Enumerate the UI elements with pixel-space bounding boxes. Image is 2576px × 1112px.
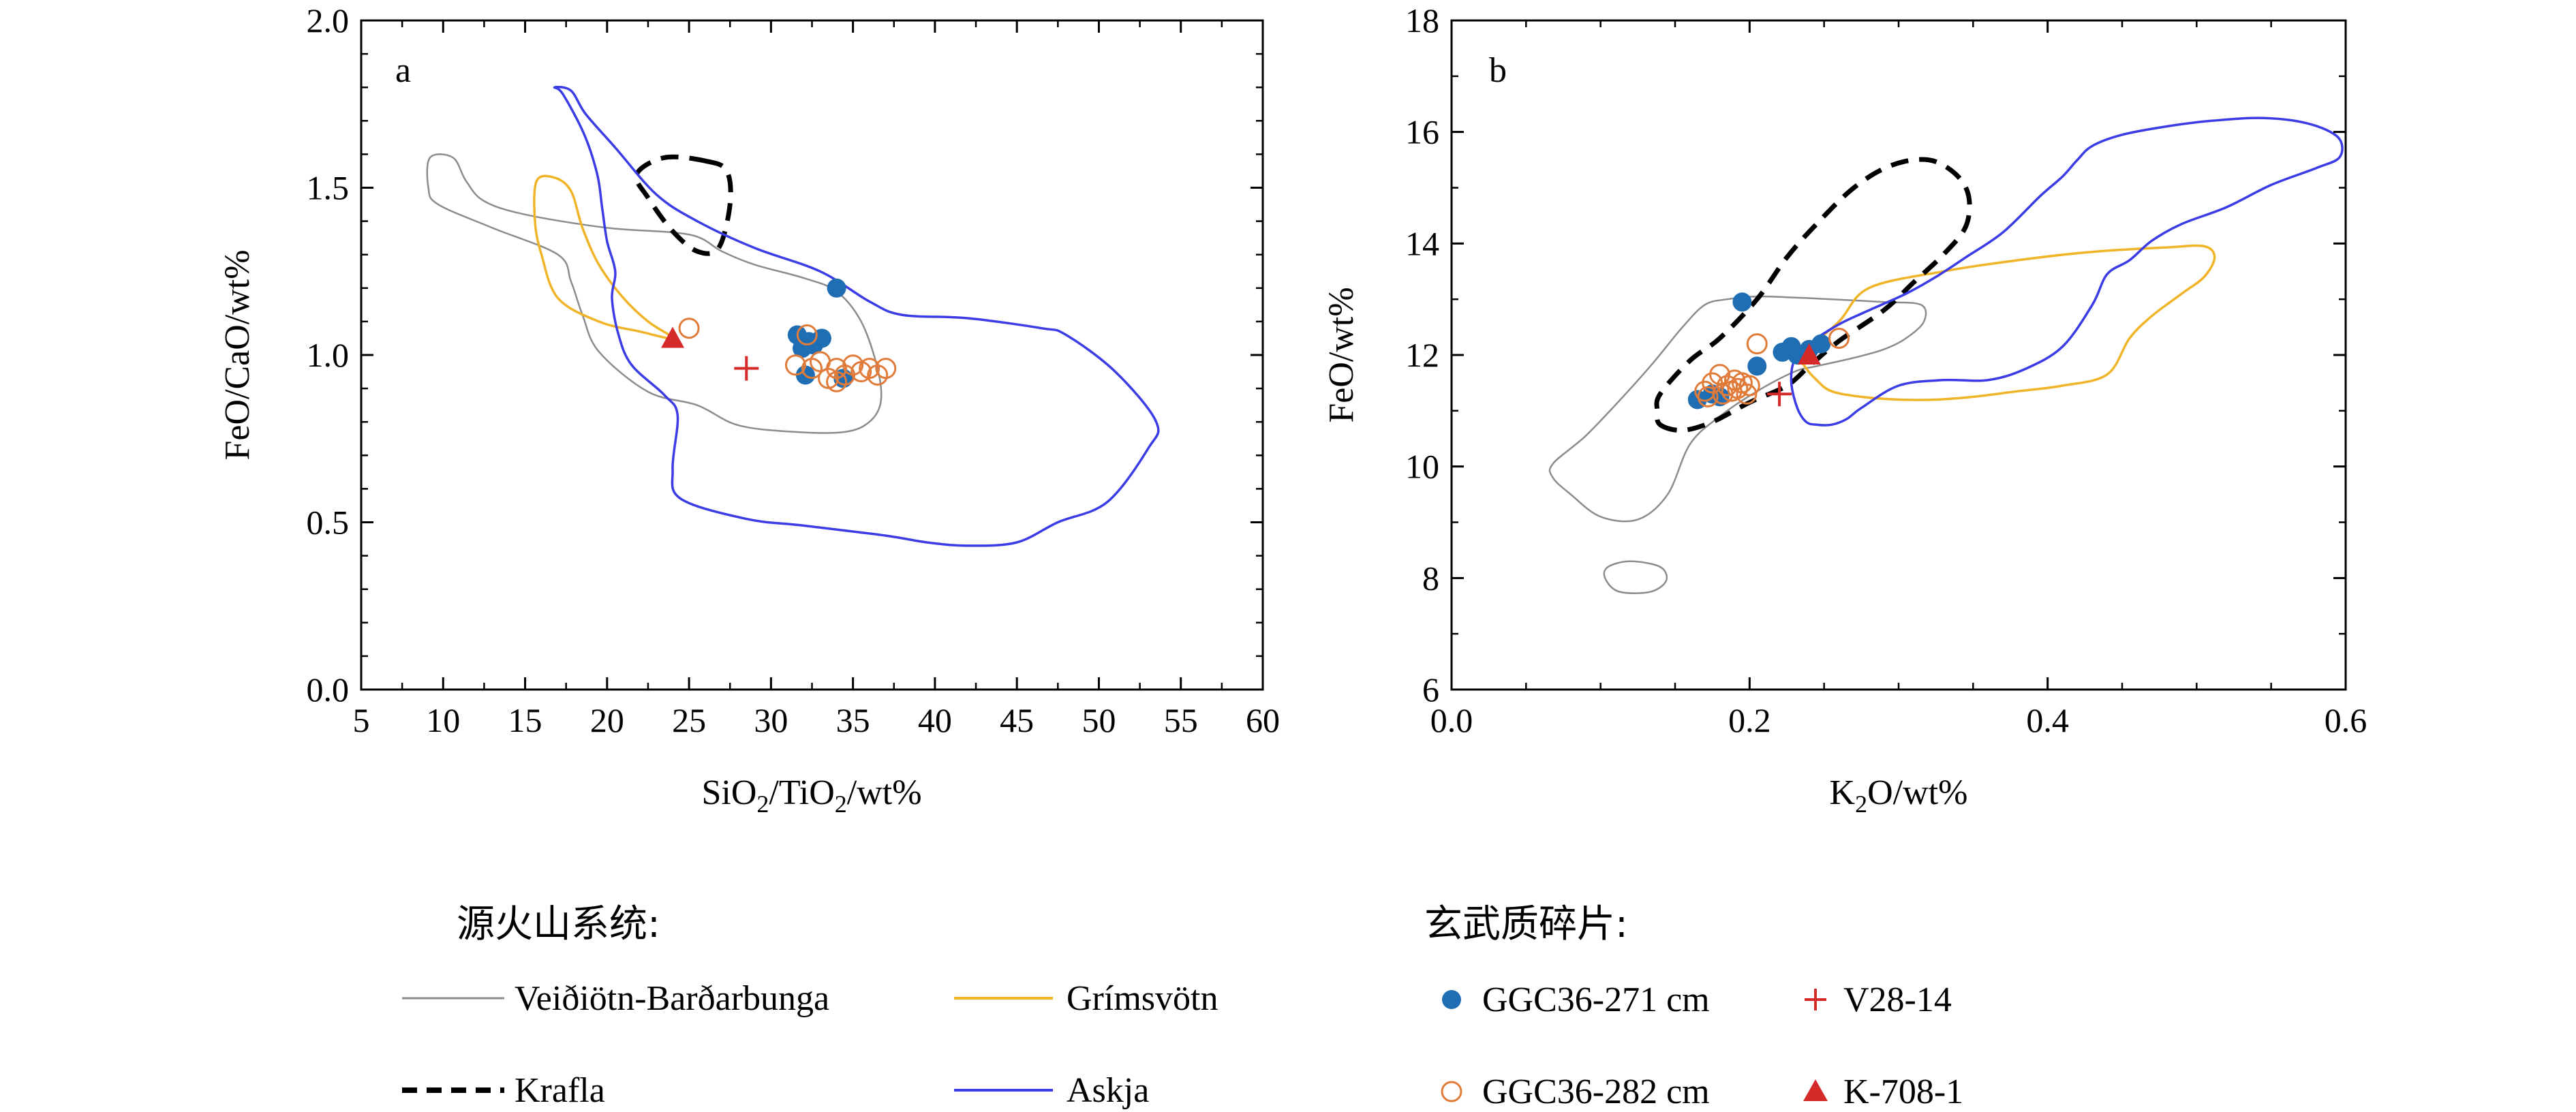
panel-b-plot: 0.0 0.2 0.4 0.6 6 8 10 12 14 16 18 b K2O/wt% FeO/w… [1322,1,2367,818]
panel-a-point-ggc271-6 [827,278,846,298]
panel-a-xtick-label: 10 [426,701,460,739]
panel-b-field-krafla-3 [1654,157,1972,433]
legend-label-ggc282: GGC36-282 cm [1482,1072,1710,1111]
panel-a-ytick-label: 0.5 [307,504,350,542]
panel-b-point-ggc271-9 [1811,334,1831,354]
panel-a-point-k708-0 [661,326,685,348]
panel-a-xtick-label: 30 [754,701,788,739]
panel-b-xtick-label: 0.6 [2325,701,2367,739]
panel-a-xtick-label: 25 [672,701,706,739]
legend-marker-ggc271 [1442,990,1461,1009]
panel-a-xtick-label: 60 [1246,701,1280,739]
panel-a-xtick-label: 20 [590,701,624,739]
panel-b-point-ggc282-4 [1717,375,1738,397]
panel-b-point-k708-0 [1797,343,1821,365]
panel-b-field-veidivotn-0 [1548,295,1927,523]
panel-b-ytick-label: 12 [1405,336,1439,374]
panel-a-ytick-label: 0.0 [307,670,350,709]
panel-b-xtick-label: 0.0 [1430,701,1473,739]
legend-item-askja: Askja [954,1071,1149,1110]
legend-label-ggc271: GGC36-271 cm [1482,980,1710,1019]
panel-a-point-ggc282-11 [875,358,897,380]
panel-b-ytick-label: 16 [1405,113,1439,151]
panel-a-points [661,278,897,392]
panel-a-field-grimsvotn-1 [533,174,674,340]
legend-marker-ggc282 [1441,1081,1462,1102]
panel-b-point-ggc282-13 [1697,386,1719,407]
panel-b-ytick-label: 14 [1405,224,1439,262]
legend-source-title: 源火山系统: [457,902,660,946]
panel-a-xtick-label: 45 [1000,701,1034,739]
panel-b-xtick-label: 0.4 [2026,701,2069,739]
panel-a-field-krafla-2 [633,154,733,256]
panel-a-point-ggc282-0 [678,318,700,339]
panel-a-xtick-label: 15 [508,701,542,739]
panel-a-field-askja-3 [553,85,1160,547]
panel-b-point-ggc271-3 [1732,292,1752,312]
panel-a-xtick-label: 35 [836,701,870,739]
legend-item-krafla: Krafla [402,1071,605,1110]
legend-item-ggc271: GGC36-271 cm [1442,980,1710,1019]
panel-b-point-ggc282-12 [1828,327,1850,349]
panel-b-ytick-label: 6 [1422,670,1439,709]
panel-a-xtick-label: 50 [1082,701,1116,739]
panel-b-point-ggc282-9 [1736,383,1758,405]
legend-fragment-title: 玄武质碎片: [1424,902,1628,946]
panel-b-points [1687,292,1850,410]
legend-source-systems: 源火山系统: Veiðiötn-Barðarbunga Grímsvötn Kr… [402,902,1218,1110]
legend-label-krafla: Krafla [515,1071,605,1110]
legend-item-v2814: V28-14 [1805,980,1952,1019]
legend-label-k708: K-708-1 [1843,1072,1963,1111]
panel-b-point-ggc271-4 [1747,356,1767,376]
panel-a-frame [360,19,1264,691]
panel-a-point-v2814-0 [734,356,759,381]
panel-a-point-ggc282-12 [826,371,848,392]
legend-item-ggc282: GGC36-282 cm [1441,1072,1710,1111]
panel-a-xtick-label: 55 [1164,701,1198,739]
legend-label-askja: Askja [1067,1071,1149,1110]
legend-item-veidivotn: Veiðiötn-Barðarbunga [402,979,829,1018]
panel-a-ytick-label: 1.5 [307,169,350,207]
legend-marker-k708 [1803,1079,1828,1101]
legend-basaltic-fragments: 玄武质碎片: GGC36-271 cm V28-14 GGC36-282 cm … [1424,902,1963,1111]
panel-b-field-askja-4 [1790,117,2344,427]
legend-label-veidivotn: Veiðiötn-Barðarbunga [515,979,829,1018]
panel-a-point-ggc282-1 [784,354,806,376]
panel-b-xtick-label: 0.2 [1728,701,1771,739]
panel-b-field-veidivotn-1 [1603,560,1668,594]
panel-a-xtick-label: 40 [918,701,952,739]
panel-a-field-veidivotn-0 [426,153,883,434]
legend-label-v2814: V28-14 [1843,980,1952,1019]
panel-b-letter: b [1489,51,1507,90]
panel-b-point-ggc282-11 [1746,333,1768,355]
legend-label-grimsvotn: Grímsvötn [1067,979,1218,1018]
panel-b-xlabel: K2O/wt% [1830,773,1968,818]
panel-a-ytick-label: 2.0 [307,1,350,40]
panel-a-fields [426,85,1160,547]
panel-b-point-v2814-0 [1767,382,1792,407]
panel-a-point-ggc282-13 [796,324,818,346]
panel-a-plot: 5 10 15 20 25 30 35 40 45 50 55 60 0.0 0.5 1.0 1.5 2.0 a… [218,1,1280,818]
panel-a-xlabel: SiO2/TiO2/wt% [701,773,921,818]
legend-marker-v2814 [1805,989,1826,1010]
panel-b-ytick-label: 8 [1422,559,1439,597]
panel-b-ticks: 0.0 0.2 0.4 0.6 6 8 10 12 14 16 18 [1405,1,2367,739]
panel-b-ytick-label: 10 [1405,448,1439,486]
panel-a-letter: a [395,51,411,90]
panel-b-fields [1548,117,2344,594]
panel-b-point-ggc282-10 [1738,375,1760,397]
panel-a-ticks: 5 10 15 20 25 30 35 40 45 50 55 60 0.0 0.5 1.0 1.5 2.0 [307,1,1281,739]
legend-item-grimsvotn: Grímsvötn [954,979,1218,1018]
panel-a-xtick-label: 5 [353,701,370,739]
panel-b-ylabel: FeO/wt% [1322,287,1361,422]
panel-b-ytick-label: 18 [1405,1,1439,40]
panel-a-ytick-label: 1.0 [307,336,350,374]
legend-item-k708: K-708-1 [1803,1072,1963,1111]
panel-b-field-grimsvotn-2 [1798,244,2216,401]
panel-a-ylabel: FeO/CaO/wt% [218,249,257,460]
